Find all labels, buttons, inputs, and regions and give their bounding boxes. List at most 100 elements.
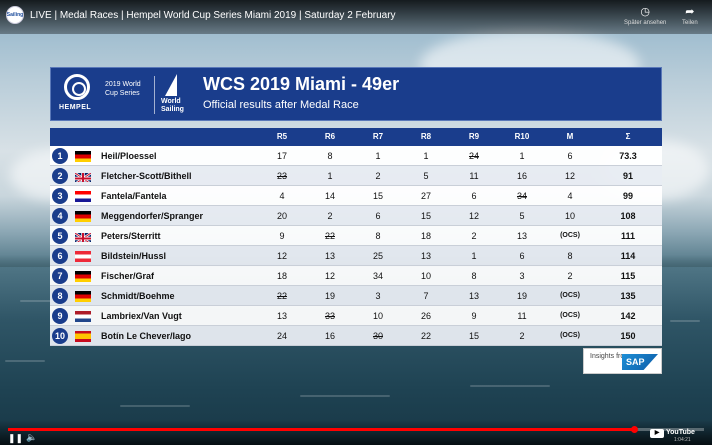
austria-flag-icon: [75, 251, 91, 262]
youtube-logo[interactable]: ▶ YouTube: [650, 429, 695, 438]
rank-badge: 6: [52, 248, 68, 264]
watch-later-label: Später ansehen: [624, 20, 667, 26]
race-score: 1: [327, 171, 333, 181]
race-score: 14: [324, 191, 335, 201]
column-header-5: R10: [514, 132, 530, 141]
race-score: 8: [567, 251, 573, 261]
total-score: 99: [622, 191, 633, 201]
crew-name: Heil/Ploessel: [101, 151, 157, 161]
race-score: 5: [423, 171, 429, 181]
total-score: 91: [622, 171, 633, 181]
table-row: 6 Bildstein/Hussl 12 13 25 13 1 6 8 114: [50, 246, 662, 266]
race-score: 8: [327, 151, 333, 161]
table-row: 4 Meggendorfer/Spranger 20 2 6 15 12 5 10 108: [50, 206, 662, 226]
race-score: 6: [567, 151, 573, 161]
video-controls: [0, 420, 712, 445]
total-score: 108: [620, 211, 636, 221]
race-score: 33: [324, 311, 335, 321]
sap-logo: SAP: [622, 354, 658, 370]
results-title: WCS 2019 Miami - 49er: [203, 74, 400, 94]
progress-scrubber[interactable]: [631, 426, 639, 433]
race-score: 30: [372, 331, 383, 341]
total-score: 114: [620, 251, 636, 261]
crew-name: Botín Le Chever/Iago: [101, 331, 192, 341]
race-score: 13: [468, 291, 479, 301]
netherlands-flag-icon: [75, 311, 91, 322]
total-score: 135: [620, 291, 636, 301]
progress-bar[interactable]: [8, 426, 704, 433]
results-column-header: R5 R6 R7 R8 R9 R10 M Σ: [50, 128, 662, 146]
rank-badge: 10: [52, 328, 68, 344]
wave: [120, 405, 190, 407]
germany-flag-icon: [75, 291, 91, 302]
race-score: 1: [375, 151, 381, 161]
column-header-0: R5: [276, 132, 288, 141]
race-score: 19: [516, 291, 527, 301]
video-time: 1:04:21: [674, 437, 691, 443]
race-score: 19: [324, 291, 335, 301]
share-button[interactable]: ➦ Teilen: [682, 5, 698, 26]
watch-later-button[interactable]: ◷ Später ansehen: [624, 5, 666, 26]
rank-badge: 5: [52, 228, 68, 244]
channel-avatar[interactable]: Sailing: [6, 6, 24, 24]
table-row: 10 Botín Le Chever/Iago 24 16 30 22 15 2 (OCS) 15…: [50, 326, 662, 346]
race-score: (OCS): [560, 312, 580, 319]
table-row: 7 Fischer/Graf 18 12 34 10 8 3 2 115: [50, 266, 662, 286]
race-score: 22: [276, 291, 287, 301]
table-row: 1 Heil/Ploessel 17 8 1 1 24 1 6 73.3: [50, 146, 662, 166]
race-score: 5: [519, 211, 525, 221]
wave: [670, 320, 700, 322]
race-score: 12: [324, 271, 335, 281]
race-score: 10: [420, 271, 431, 281]
race-score: 4: [279, 191, 285, 201]
race-score: 9: [279, 231, 285, 241]
race-score: (OCS): [560, 232, 580, 239]
race-score: 22: [420, 331, 431, 341]
race-score: 24: [276, 331, 287, 341]
rank-badge: 9: [52, 308, 68, 324]
race-score: 6: [519, 251, 525, 261]
wave: [5, 360, 45, 362]
crew-name: Fischer/Graf: [101, 271, 155, 281]
race-score: (OCS): [560, 292, 580, 299]
column-header-1: R6: [324, 132, 336, 141]
race-score: 25: [372, 251, 383, 261]
race-score: 12: [468, 211, 479, 221]
race-score: 20: [276, 211, 287, 221]
sponsor-text: Insights from: [590, 353, 631, 360]
germany-flag-icon: [75, 151, 91, 162]
sap-sponsor-badge: Insights from SAP: [583, 348, 662, 374]
race-score: 11: [469, 171, 479, 181]
rank-badge: 7: [52, 268, 68, 284]
share-arrow-icon: ➦: [685, 6, 695, 18]
play-pause-icon[interactable]: ❚❚: [8, 433, 24, 443]
crew-name: Lambriex/Van Vugt: [101, 311, 182, 321]
race-score: 16: [324, 331, 335, 341]
crew-name: Fantela/Fantela: [101, 191, 167, 201]
race-score: 2: [327, 211, 333, 221]
race-score: 2: [567, 271, 573, 281]
race-score: 18: [276, 271, 287, 281]
race-score: 23: [276, 171, 287, 181]
rank-badge: 4: [52, 208, 68, 224]
race-score: 15: [372, 191, 383, 201]
race-score: 1: [519, 151, 525, 161]
column-header-2: R7: [372, 132, 384, 141]
race-score: 34: [372, 271, 383, 281]
race-score: 22: [324, 231, 335, 241]
rank-badge: 3: [52, 188, 68, 204]
video-title[interactable]: LIVE | Medal Races | Hempel World Cup Se…: [30, 10, 396, 21]
race-score: 10: [564, 211, 575, 221]
event-logos: HEMPEL 2019 World Cup Series World Saili…: [57, 72, 195, 118]
rank-badge: 2: [52, 168, 68, 184]
share-label: Teilen: [682, 20, 698, 26]
race-score: 27: [420, 191, 431, 201]
volume-icon[interactable]: 🔈: [26, 432, 38, 442]
channel-avatar-text: Sailing: [6, 11, 24, 18]
total-score: 142: [620, 311, 636, 321]
race-score: 6: [375, 211, 381, 221]
rank-badge: 1: [52, 148, 68, 164]
rank-badge: 8: [52, 288, 68, 304]
total-score: 150: [620, 331, 636, 341]
progress-fill: [8, 428, 635, 431]
